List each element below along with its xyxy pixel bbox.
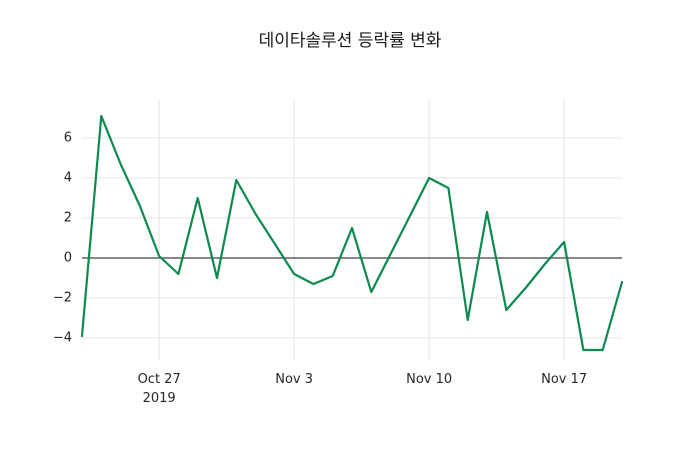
x-axis-tick-label: Oct 27 2019: [137, 372, 181, 406]
y-axis-tick-label: 4: [63, 170, 72, 186]
chart-title: 데이타솔루션 등락률 변화: [258, 31, 442, 51]
x-axis-tick-label: Nov 10: [406, 372, 453, 387]
y-axis-tick-label: −4: [52, 330, 72, 346]
y-axis-tick-label: 0: [63, 250, 72, 266]
x-axis-tick-year: 2019: [142, 391, 176, 406]
data-series-line: [80, 114, 624, 352]
x-axis-tick-label: Nov 17: [541, 372, 588, 387]
y-axis-tick-label: 6: [63, 130, 72, 146]
x-axis-tick-label: Nov 3: [275, 372, 314, 387]
y-axis-tick-label: 2: [63, 210, 72, 226]
y-axis-tick-label: −2: [52, 290, 72, 306]
